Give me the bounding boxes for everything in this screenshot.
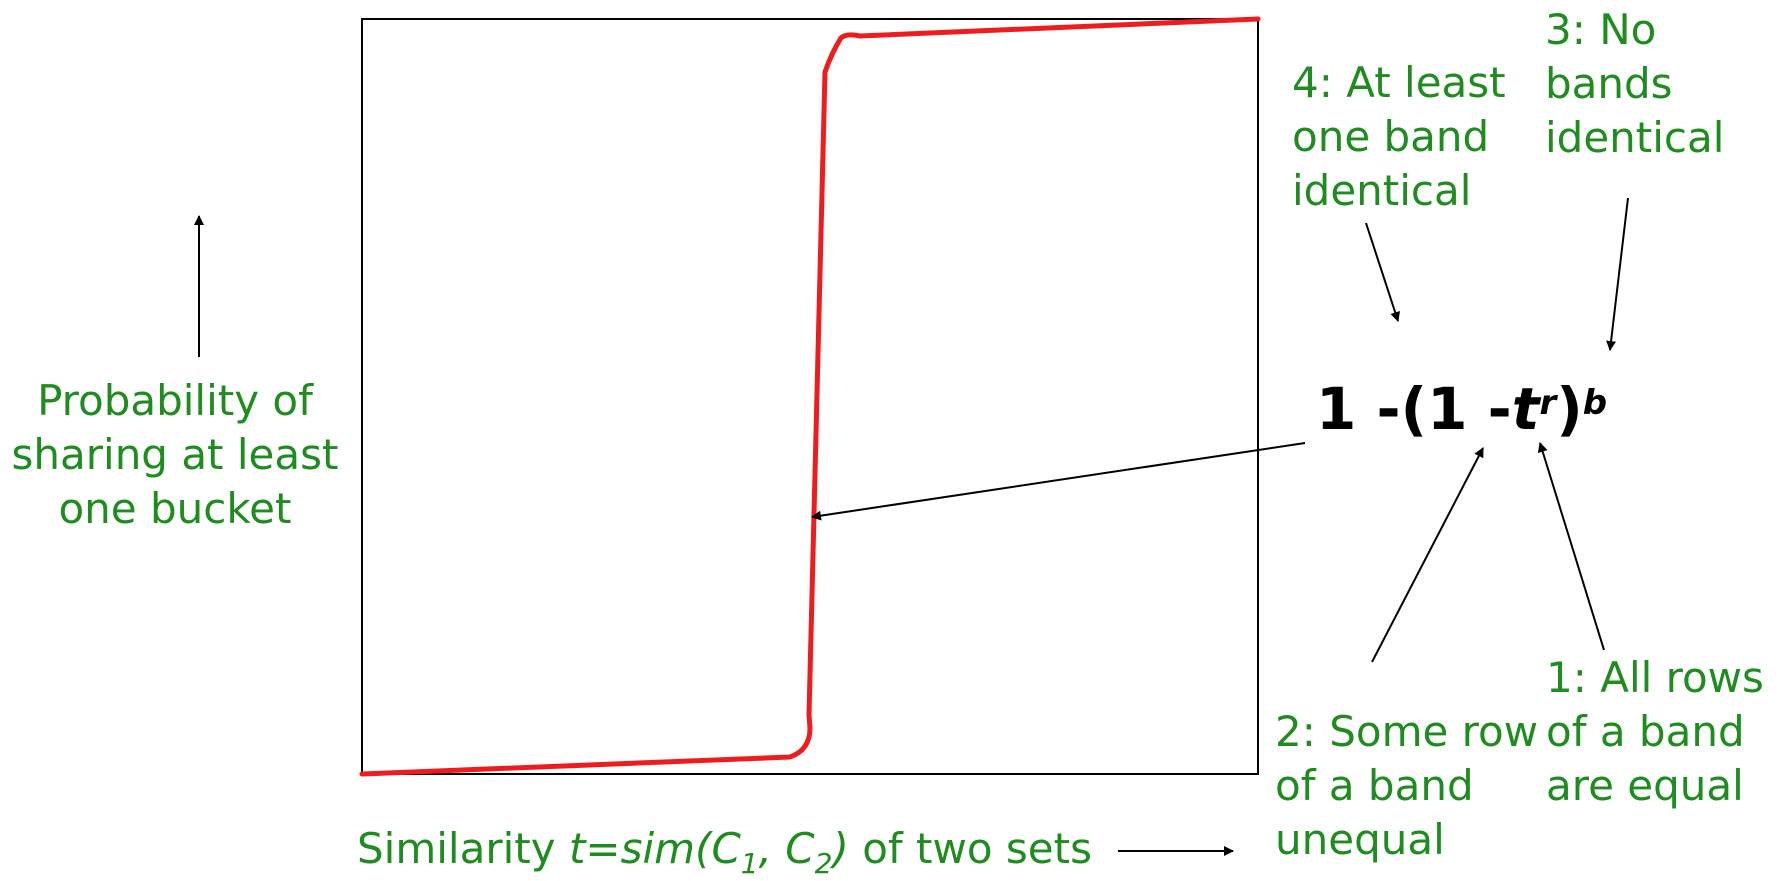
annotation-1-line2: of a band <box>1546 707 1745 756</box>
annotation-1-line3: are equal <box>1546 761 1744 810</box>
formula-close: ) <box>1556 375 1583 443</box>
annotation-1-line1: 1: All rows <box>1546 653 1764 702</box>
y-axis-label: Probability of sharing at least one buck… <box>5 374 345 536</box>
annotation-3-line1: 3: No <box>1545 5 1657 54</box>
x-axis-label-prefix: Similarity <box>357 824 569 873</box>
x-axis-label-close: ) <box>832 824 849 873</box>
x-axis-label-t-eq: t=sim(C <box>568 824 741 873</box>
annotation-4-line1: 4: At least <box>1292 58 1506 107</box>
x-axis-label-suffix: of two sets <box>848 824 1092 873</box>
plot-frame <box>361 18 1259 775</box>
x-axis-label-sub1: 1 <box>740 847 759 880</box>
formula-pointer-arrow <box>811 442 1306 521</box>
annotation-4-line2: one band <box>1292 112 1490 161</box>
annotation-3-line2: bands <box>1545 59 1673 108</box>
s-curve <box>359 16 1261 777</box>
label1-arrow <box>1537 442 1605 651</box>
annotation-4: 4: At least one band identical <box>1292 56 1506 218</box>
x-axis-label: Similarity t=sim(C1, C2) of two sets <box>357 822 1092 881</box>
annotation-1: 1: All rows of a band are equal <box>1546 651 1764 813</box>
annotation-3-line3: identical <box>1545 113 1725 162</box>
annotation-2-line3: unequal <box>1275 815 1445 864</box>
formula-t: t <box>1511 375 1540 443</box>
formula: 1 -(1 -tr)b <box>1316 374 1607 444</box>
x-axis-label-sub2: 2 <box>814 847 833 880</box>
annotation-2: 2: Some row of a band unequal <box>1275 705 1538 867</box>
x-axis-label-comma: , C <box>758 824 815 873</box>
annotation-2-line1: 2: Some row <box>1275 707 1539 756</box>
label3-arrow <box>1606 197 1629 351</box>
y-axis-label-line1: Probability of <box>37 376 313 425</box>
label4-arrow <box>1365 222 1400 322</box>
formula-r-exponent: r <box>1539 383 1557 423</box>
label2-arrow <box>1371 447 1484 663</box>
formula-b-exponent: b <box>1582 383 1608 423</box>
annotation-4-line3: identical <box>1292 166 1472 215</box>
annotation-2-line2: of a band <box>1275 761 1474 810</box>
annotation-3: 3: No bands identical <box>1545 3 1724 165</box>
y-axis-label-line3: one bucket <box>58 484 292 533</box>
y-axis-label-line2: sharing at least <box>11 430 339 479</box>
formula-part1: 1 -(1 - <box>1316 375 1512 443</box>
